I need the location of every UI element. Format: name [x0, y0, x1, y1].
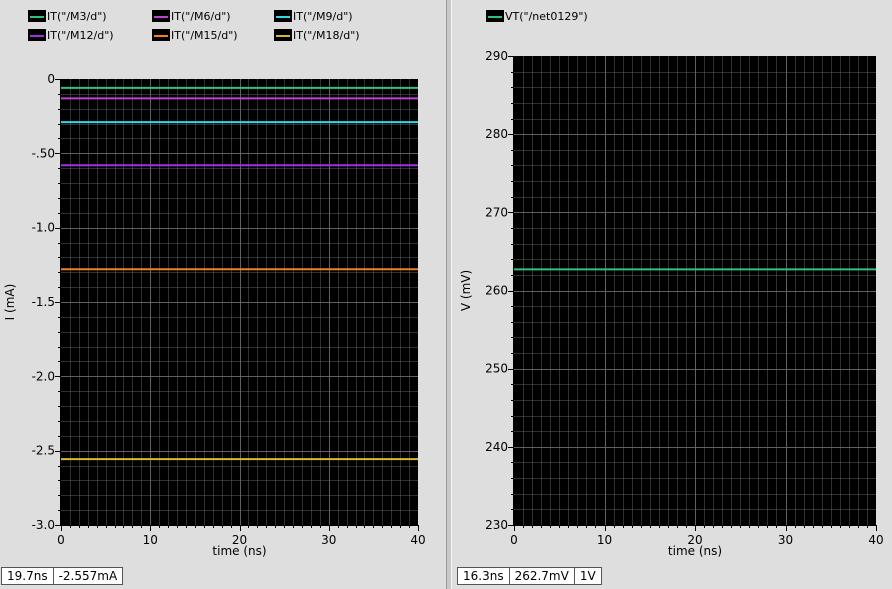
- voltage-plot-panel: VT("/net0129") 0 10 20 30 40 230 240 250 260 270 2…: [452, 0, 892, 589]
- y-tick-label: -2.5: [32, 444, 55, 458]
- series-swatch-icon: [28, 10, 46, 22]
- legend-item[interactable]: IT("/M3/d"): [28, 10, 107, 24]
- legend-label: IT("/M6/d"): [171, 10, 231, 23]
- x-tick-label: 40: [868, 533, 883, 547]
- legend-label: IT("/M3/d"): [47, 10, 107, 23]
- y-tick-label: 280: [485, 127, 508, 141]
- legend-item[interactable]: VT("/net0129"): [486, 10, 588, 24]
- voltage-chart[interactable]: 0 10 20 30 40 230 240 250 260 270 280 290 time (ns) V…: [452, 0, 892, 589]
- current-chart[interactable]: 0 10 20 30 40 0 -.50 -1.0 -1.5 -2.0 -2.5 -3.0 time (…: [0, 0, 446, 589]
- legend-label: IT("/M15/d"): [171, 29, 238, 42]
- panel-divider[interactable]: [446, 0, 452, 589]
- readout-y: 262.7mV: [509, 567, 575, 585]
- y-tick-label: -1.0: [32, 221, 55, 235]
- y-tick-label: 230: [485, 518, 508, 532]
- legend-item[interactable]: IT("/M18/d"): [274, 29, 360, 43]
- y-tick-label: -2.0: [32, 369, 55, 383]
- readout-extra: 1V: [574, 567, 602, 585]
- legend-item[interactable]: IT("/M15/d"): [152, 29, 238, 43]
- readout-x: 16.3ns: [457, 567, 510, 585]
- y-tick-label: 270: [485, 205, 508, 219]
- y-tick-label: -1.5: [32, 295, 55, 309]
- current-plot-panel: IT("/M3/d") IT("/M6/d") IT("/M9/d") IT("…: [0, 0, 446, 589]
- axes: [55, 79, 419, 531]
- series-swatch-icon: [152, 29, 170, 41]
- x-tick-label: 10: [143, 533, 158, 547]
- x-tick-label: 20: [687, 533, 702, 547]
- series-swatch-icon: [28, 29, 46, 41]
- axes: [508, 56, 877, 531]
- legend-label: IT("/M9/d"): [293, 10, 353, 23]
- series-swatch-icon: [274, 29, 292, 41]
- y-tick-label: 250: [485, 362, 508, 376]
- legend-item[interactable]: IT("/M9/d"): [274, 10, 353, 24]
- grid: [61, 79, 418, 525]
- readout-x: 19.7ns: [1, 567, 54, 585]
- y-tick-label: 240: [485, 440, 508, 454]
- legend-item[interactable]: IT("/M6/d"): [152, 10, 231, 24]
- y-axis-label: I (mA): [3, 284, 17, 321]
- legend-label: VT("/net0129"): [505, 10, 588, 23]
- y-tick-label: 260: [485, 284, 508, 298]
- y-tick-label: 0: [47, 72, 55, 86]
- y-tick-label: 290: [485, 49, 508, 63]
- x-axis-label: time (ns): [212, 544, 266, 558]
- x-axis-label: time (ns): [668, 544, 722, 558]
- x-tick-label: 20: [232, 533, 247, 547]
- series-swatch-icon: [274, 10, 292, 22]
- series-swatch-icon: [152, 10, 170, 22]
- legend-label: IT("/M18/d"): [293, 29, 360, 42]
- x-tick-label: 0: [57, 533, 65, 547]
- x-tick-label: 30: [778, 533, 793, 547]
- x-tick-label: 40: [410, 533, 425, 547]
- x-tick-label: 0: [510, 533, 518, 547]
- y-tick-label: -3.0: [32, 518, 55, 532]
- legend-label: IT("/M12/d"): [47, 29, 114, 42]
- readout-y: -2.557mA: [53, 567, 124, 585]
- series-swatch-icon: [486, 10, 504, 22]
- legend-item[interactable]: IT("/M12/d"): [28, 29, 114, 43]
- y-axis-label: V (mV): [459, 270, 473, 311]
- y-tick-label: -.50: [32, 146, 55, 160]
- cursor-readout: 19.7ns -2.557mA: [1, 567, 124, 585]
- cursor-readout: 16.3ns 262.7mV 1V: [457, 567, 602, 585]
- grid: [514, 56, 876, 525]
- x-tick-label: 10: [597, 533, 612, 547]
- x-tick-label: 30: [321, 533, 336, 547]
